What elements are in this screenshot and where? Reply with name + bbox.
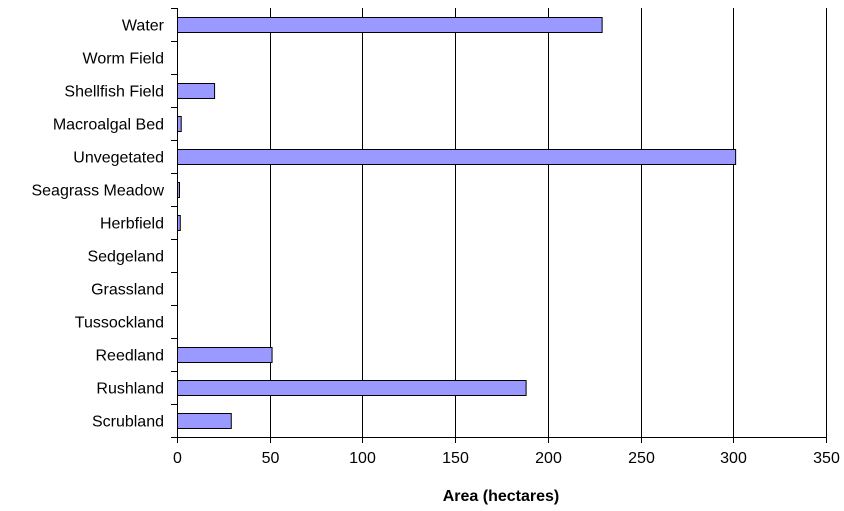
gridlines: [270, 8, 827, 437]
y-tick-label-herbfield: Herbfield: [100, 216, 164, 233]
bar-scrubland: [177, 413, 232, 429]
y-tick-label-grassland: Grassland: [91, 282, 164, 299]
x-tick-label-250: 250: [628, 450, 655, 467]
bar-shellfish-field: [177, 83, 216, 99]
x-tick-label-50: 50: [262, 450, 280, 467]
y-tick-label-macroalgal-bed: Macroalgal Bed: [53, 117, 164, 134]
bar-reedland: [177, 347, 273, 363]
labels: 0 50 100 150 200 250 300 350 Water Worm Field Shel…: [31, 18, 839, 468]
y-tick-label-seagrass-meadow: Seagrass Meadow: [31, 183, 164, 200]
y-tick-label-scrubland: Scrubland: [92, 414, 164, 431]
bar-water: [177, 17, 603, 33]
x-tick-label-200: 200: [535, 450, 562, 467]
bars: [177, 17, 737, 429]
x-tick-label-150: 150: [442, 450, 469, 467]
y-tick-label-rushland: Rushland: [96, 381, 164, 398]
y-tick-label-shellfish-field: Shellfish Field: [64, 84, 164, 101]
y-tick-label-worm-field: Worm Field: [83, 51, 165, 68]
x-tick-label-350: 350: [813, 450, 840, 467]
x-axis-title: Area (hectares): [443, 488, 560, 505]
y-tick-label-tussockland: Tussockland: [75, 315, 164, 332]
bar-unvegetated: [177, 149, 737, 165]
y-tick-label-water: Water: [122, 18, 165, 35]
axes: [171, 8, 827, 443]
y-tick-label-reedland: Reedland: [96, 348, 165, 365]
x-tick-label-300: 300: [720, 450, 747, 467]
x-tick-label-0: 0: [173, 450, 182, 467]
y-tick-label-unvegetated: Unvegetated: [73, 150, 164, 167]
bar-rushland: [177, 380, 527, 396]
y-tick-label-sedgeland: Sedgeland: [87, 249, 164, 266]
bar-macroalgal-bed: [177, 116, 182, 132]
x-tick-label-100: 100: [349, 450, 376, 467]
